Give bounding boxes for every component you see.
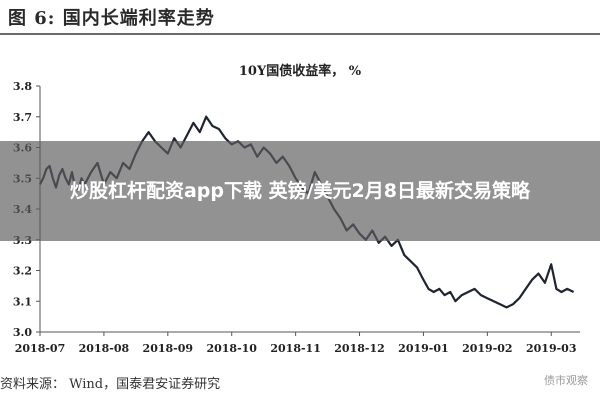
chart-title: 10Y国债收益率， % bbox=[238, 64, 362, 79]
x-tick-label: 2018-09 bbox=[143, 342, 194, 355]
figure-label: 图 6: 国内长端利率走势 bbox=[8, 8, 215, 29]
y-tick-label: 3.1 bbox=[13, 295, 32, 308]
figure-header: 图 6: 国内长端利率走势 bbox=[0, 0, 600, 35]
watermark: 债市观察 bbox=[544, 374, 588, 387]
x-tick-label: 2019-01 bbox=[398, 342, 449, 355]
source-note: 资料来源： Wind，国泰君安证券研究 bbox=[0, 377, 221, 392]
x-tick-label: 2019-02 bbox=[462, 342, 513, 355]
x-tick-label: 2018-10 bbox=[206, 342, 257, 355]
x-tick-label: 2018-11 bbox=[270, 342, 321, 355]
x-tick-label: 2018-08 bbox=[79, 342, 130, 355]
y-tick-label: 3.2 bbox=[13, 265, 32, 278]
headline-text: 炒股杠杆配资app下载 英镑/美元2月8日最新交易策略 bbox=[69, 180, 531, 202]
y-tick-label: 3.0 bbox=[13, 326, 32, 339]
y-tick-label: 3.7 bbox=[13, 111, 32, 124]
y-tick-label: 3.8 bbox=[13, 80, 32, 93]
headline-overlay: 炒股杠杆配资app下载 英镑/美元2月8日最新交易策略 bbox=[0, 141, 600, 241]
x-tick-label: 2018-12 bbox=[334, 342, 385, 355]
x-tick-label: 2019-03 bbox=[526, 342, 577, 355]
x-tick-label: 2018-07 bbox=[15, 342, 66, 355]
